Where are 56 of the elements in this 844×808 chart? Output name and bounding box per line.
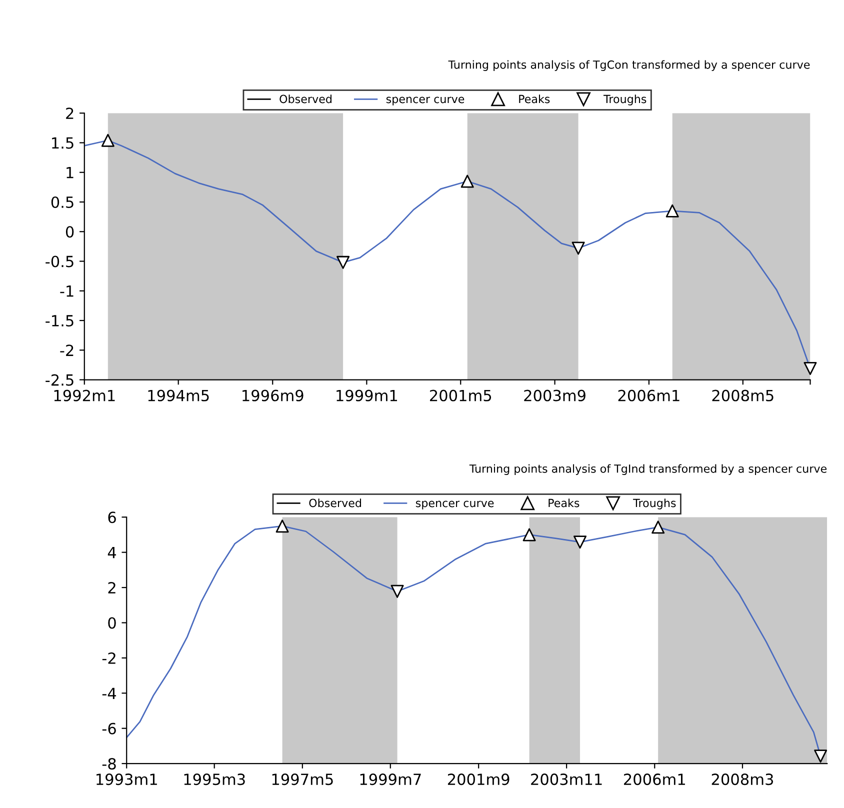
y-tick-label: -2: [60, 344, 74, 356]
legend-label: Peaks: [548, 498, 580, 508]
y-tick-label: -6: [102, 722, 116, 734]
y-tick-label: 1: [66, 167, 74, 178]
x-tick-label: 2006m1: [618, 390, 680, 402]
legend-label: Troughs: [633, 498, 676, 510]
chart-title: Turning points analysis of TgCon transformed by a spencer curve: [448, 60, 810, 71]
x-tick-label: 2008m5: [712, 390, 774, 402]
point: [652, 520, 665, 534]
legend-label: Peaks: [519, 94, 550, 104]
point: [814, 750, 828, 763]
y-tick-label: 1.5: [52, 137, 74, 149]
point: [390, 584, 404, 598]
x-tick-label: 1996m9: [242, 390, 304, 402]
y-tick-label: 0: [108, 617, 116, 629]
y-tick-label: -1: [60, 286, 74, 297]
x-tick-label: 2003m11: [531, 774, 602, 786]
y-tick-label: 0.5: [51, 196, 74, 208]
chart-title: Turning points analysis of TgInd transformed by a spencer curve: [469, 464, 827, 475]
y-tick-label: -2.5: [46, 374, 74, 386]
x-tick-label: 1995m3: [184, 774, 245, 786]
point: [804, 362, 817, 376]
point: [101, 134, 114, 147]
x-tick-label: 2006m1: [624, 774, 685, 786]
legend-label: Observed: [280, 94, 332, 104]
point: [276, 520, 289, 533]
point: [572, 242, 585, 255]
y-tick-label: 0: [66, 226, 74, 238]
point: [336, 256, 350, 269]
x-tick-label: 1999m1: [336, 390, 398, 402]
y-tick-label: 6: [108, 512, 116, 524]
legend-label: Troughs: [604, 94, 646, 106]
point: [522, 528, 536, 542]
point: [574, 536, 587, 549]
x-tick-label: 1997m5: [272, 774, 333, 786]
x-tick-label: 2001m5: [430, 390, 492, 402]
x-tick-label: 1992m1: [54, 390, 115, 402]
y-tick-label: 4: [108, 546, 116, 558]
y-tick-label: -4: [102, 688, 116, 699]
y-tick-label: -0.5: [46, 256, 74, 268]
legend-label: spencer curve: [386, 96, 464, 106]
x-tick-label: 1993m1: [96, 774, 157, 786]
legend-label: spencer curve: [416, 500, 494, 510]
y-tick-label: -1.5: [46, 315, 74, 327]
x-tick-label: 2001m9: [448, 774, 510, 786]
y-tick-label: -2: [102, 652, 116, 664]
y-tick-label: -8: [102, 758, 116, 770]
point: [460, 174, 474, 188]
x-tick-label: 2003m9: [524, 390, 586, 402]
x-tick-label: 1994m5: [148, 390, 209, 402]
point: [666, 204, 679, 218]
legend-label: Observed: [309, 498, 362, 508]
y-tick-label: 2: [66, 108, 74, 119]
x-tick-label: 1999m7: [360, 774, 421, 786]
x-tick-label: 2008m3: [712, 774, 774, 786]
y-tick-label: 2: [108, 582, 116, 594]
